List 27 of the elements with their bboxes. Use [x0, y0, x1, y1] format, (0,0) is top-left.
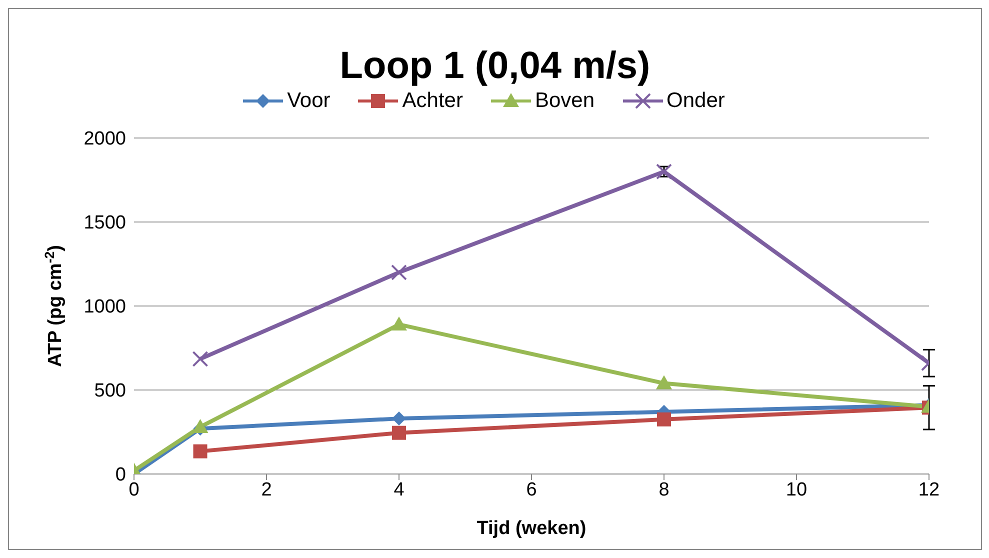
x-tick-label: 4 — [394, 479, 405, 500]
y-tick-label: 2000 — [84, 128, 126, 150]
y-tick-label: 1000 — [84, 296, 126, 318]
x-tick-label: 8 — [658, 479, 670, 500]
legend-label: Onder — [666, 89, 725, 113]
point — [193, 444, 208, 458]
x-tick-label: 6 — [526, 479, 537, 500]
point — [656, 375, 672, 390]
point — [392, 412, 406, 426]
x-tick-label: 0 — [128, 479, 140, 500]
point — [192, 350, 208, 367]
x-tick-label: 2 — [261, 479, 272, 500]
x-axis-title: Tijd (weken) — [476, 518, 586, 539]
x-tick-label: 10 — [786, 479, 808, 500]
legend-label: Voor — [287, 89, 330, 113]
y-tick-label: 1500 — [84, 212, 126, 234]
point — [391, 316, 407, 330]
chart-title: Loop 1 (0,04 m/s) — [338, 45, 652, 88]
y-tick-label: 500 — [94, 380, 126, 402]
y-tick-label: 0 — [115, 464, 126, 486]
point — [657, 412, 671, 426]
x-tick-label: 12 — [918, 479, 940, 500]
point — [392, 426, 406, 440]
legend-label: Achter — [402, 89, 463, 113]
point — [192, 418, 208, 433]
legend-label: Boven — [534, 89, 595, 113]
point — [391, 264, 407, 280]
